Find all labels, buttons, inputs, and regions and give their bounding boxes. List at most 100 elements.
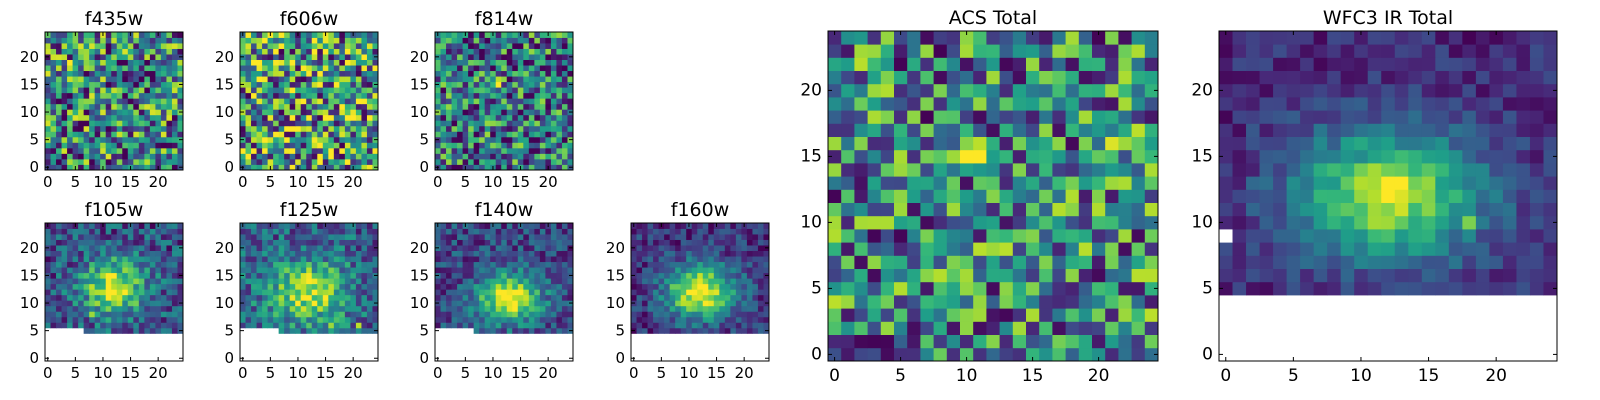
- heatmap-cell: [669, 355, 676, 362]
- heatmap-cell: [295, 37, 302, 44]
- heatmap-cell: [462, 87, 469, 94]
- heatmap-cell: [647, 333, 654, 340]
- heatmap-cell: [160, 278, 167, 285]
- heatmap-cell: [473, 300, 480, 307]
- heatmap-cell: [133, 164, 140, 171]
- heatmap-cell: [94, 76, 101, 83]
- heatmap-cell: [56, 158, 62, 165]
- y-tick-label: 15: [606, 266, 625, 284]
- heatmap-cell: [67, 283, 73, 290]
- heatmap-cell: [484, 153, 491, 160]
- heatmap-cell: [116, 164, 123, 171]
- heatmap-cell: [960, 202, 974, 217]
- heatmap-cell: [506, 37, 513, 44]
- heatmap-cell: [528, 250, 535, 257]
- heatmap-cell: [735, 239, 742, 246]
- heatmap-cell: [440, 349, 447, 356]
- heatmap-cell: [697, 239, 704, 246]
- heatmap-cell: [512, 120, 519, 127]
- heatmap-cell: [1078, 189, 1093, 203]
- heatmap-cell: [127, 76, 134, 83]
- heatmap-cell: [757, 338, 764, 345]
- heatmap-cell: [960, 321, 974, 335]
- heatmap-cell: [484, 81, 491, 88]
- heatmap-cell: [166, 109, 173, 116]
- heatmap-cell: [94, 278, 101, 285]
- heatmap-cell: [289, 114, 296, 121]
- y-tick-label: 5: [224, 131, 234, 149]
- heatmap-cell: [1092, 215, 1106, 230]
- heatmap-cell: [267, 278, 274, 285]
- heatmap-cell: [484, 228, 491, 235]
- heatmap-cell: [741, 311, 748, 318]
- heatmap-cell: [155, 300, 162, 307]
- heatmap-cell: [506, 120, 513, 127]
- heatmap-cell: [72, 294, 79, 301]
- heatmap-cell: [67, 158, 73, 165]
- heatmap-cell: [273, 234, 280, 240]
- heatmap-cell: [495, 158, 502, 165]
- heatmap-cell: [763, 283, 770, 290]
- heatmap-cell: [545, 261, 552, 268]
- heatmap-cell: [1065, 163, 1080, 177]
- heatmap-cell: [719, 311, 726, 318]
- heatmap-cell: [713, 250, 720, 257]
- heatmap-cell: [512, 327, 519, 334]
- heatmap-cell: [366, 54, 373, 60]
- heatmap-cell: [300, 228, 307, 235]
- heatmap-cell: [746, 283, 753, 290]
- heatmap-cell: [561, 98, 568, 105]
- heatmap-cell: [1078, 347, 1093, 362]
- heatmap-cell: [539, 92, 546, 99]
- heatmap-cell: [72, 316, 79, 323]
- heatmap-cell: [545, 87, 552, 94]
- heatmap-cell: [366, 81, 373, 88]
- heatmap-cell: [691, 256, 698, 263]
- heatmap-cell: [647, 245, 654, 251]
- heatmap-cell: [664, 245, 671, 251]
- heatmap-cell: [501, 261, 508, 268]
- heatmap-cell: [311, 125, 318, 132]
- heatmap-cell: [262, 300, 268, 307]
- heatmap-cell: [517, 120, 524, 127]
- heatmap-cell: [89, 120, 96, 127]
- heatmap-cell: [50, 311, 57, 318]
- heatmap-cell: [702, 355, 709, 362]
- heatmap-cell: [680, 316, 687, 323]
- heatmap-cell: [256, 54, 263, 60]
- heatmap-cell: [67, 54, 73, 60]
- heatmap-cell: [278, 109, 285, 116]
- heatmap-cell: [155, 278, 162, 285]
- heatmap-cell: [664, 300, 671, 307]
- heatmap-cell: [105, 32, 112, 38]
- heatmap-cell: [144, 109, 151, 116]
- heatmap-cell: [451, 65, 458, 72]
- heatmap-cell: [556, 289, 563, 296]
- heatmap-cell: [122, 120, 129, 127]
- heatmap-cell: [61, 153, 68, 160]
- heatmap-cell: [50, 120, 57, 127]
- heatmap-cell: [702, 316, 709, 323]
- x-tick-label: 20: [539, 364, 558, 382]
- heatmap-cell: [675, 305, 682, 312]
- heatmap-cell: [735, 256, 742, 263]
- heatmap-cell: [550, 261, 557, 268]
- heatmap-cell: [719, 239, 726, 246]
- heatmap-cell: [284, 153, 291, 160]
- heatmap-cell: [933, 176, 948, 190]
- heatmap-cell: [512, 283, 519, 290]
- panel-title: f140w: [475, 199, 534, 221]
- heatmap-cell: [1078, 202, 1093, 217]
- heatmap-cell: [828, 242, 842, 256]
- heatmap-cell: [746, 228, 753, 235]
- heatmap-cell: [523, 272, 530, 279]
- heatmap-cell: [528, 272, 535, 279]
- heatmap-cell: [556, 136, 563, 143]
- heatmap-cell: [149, 87, 156, 94]
- heatmap-cell: [306, 338, 313, 345]
- heatmap-cell: [366, 234, 373, 240]
- heatmap-cell: [495, 114, 502, 121]
- heatmap-cell: [278, 103, 285, 110]
- heatmap-cell: [556, 267, 563, 274]
- heatmap-cell: [262, 87, 268, 94]
